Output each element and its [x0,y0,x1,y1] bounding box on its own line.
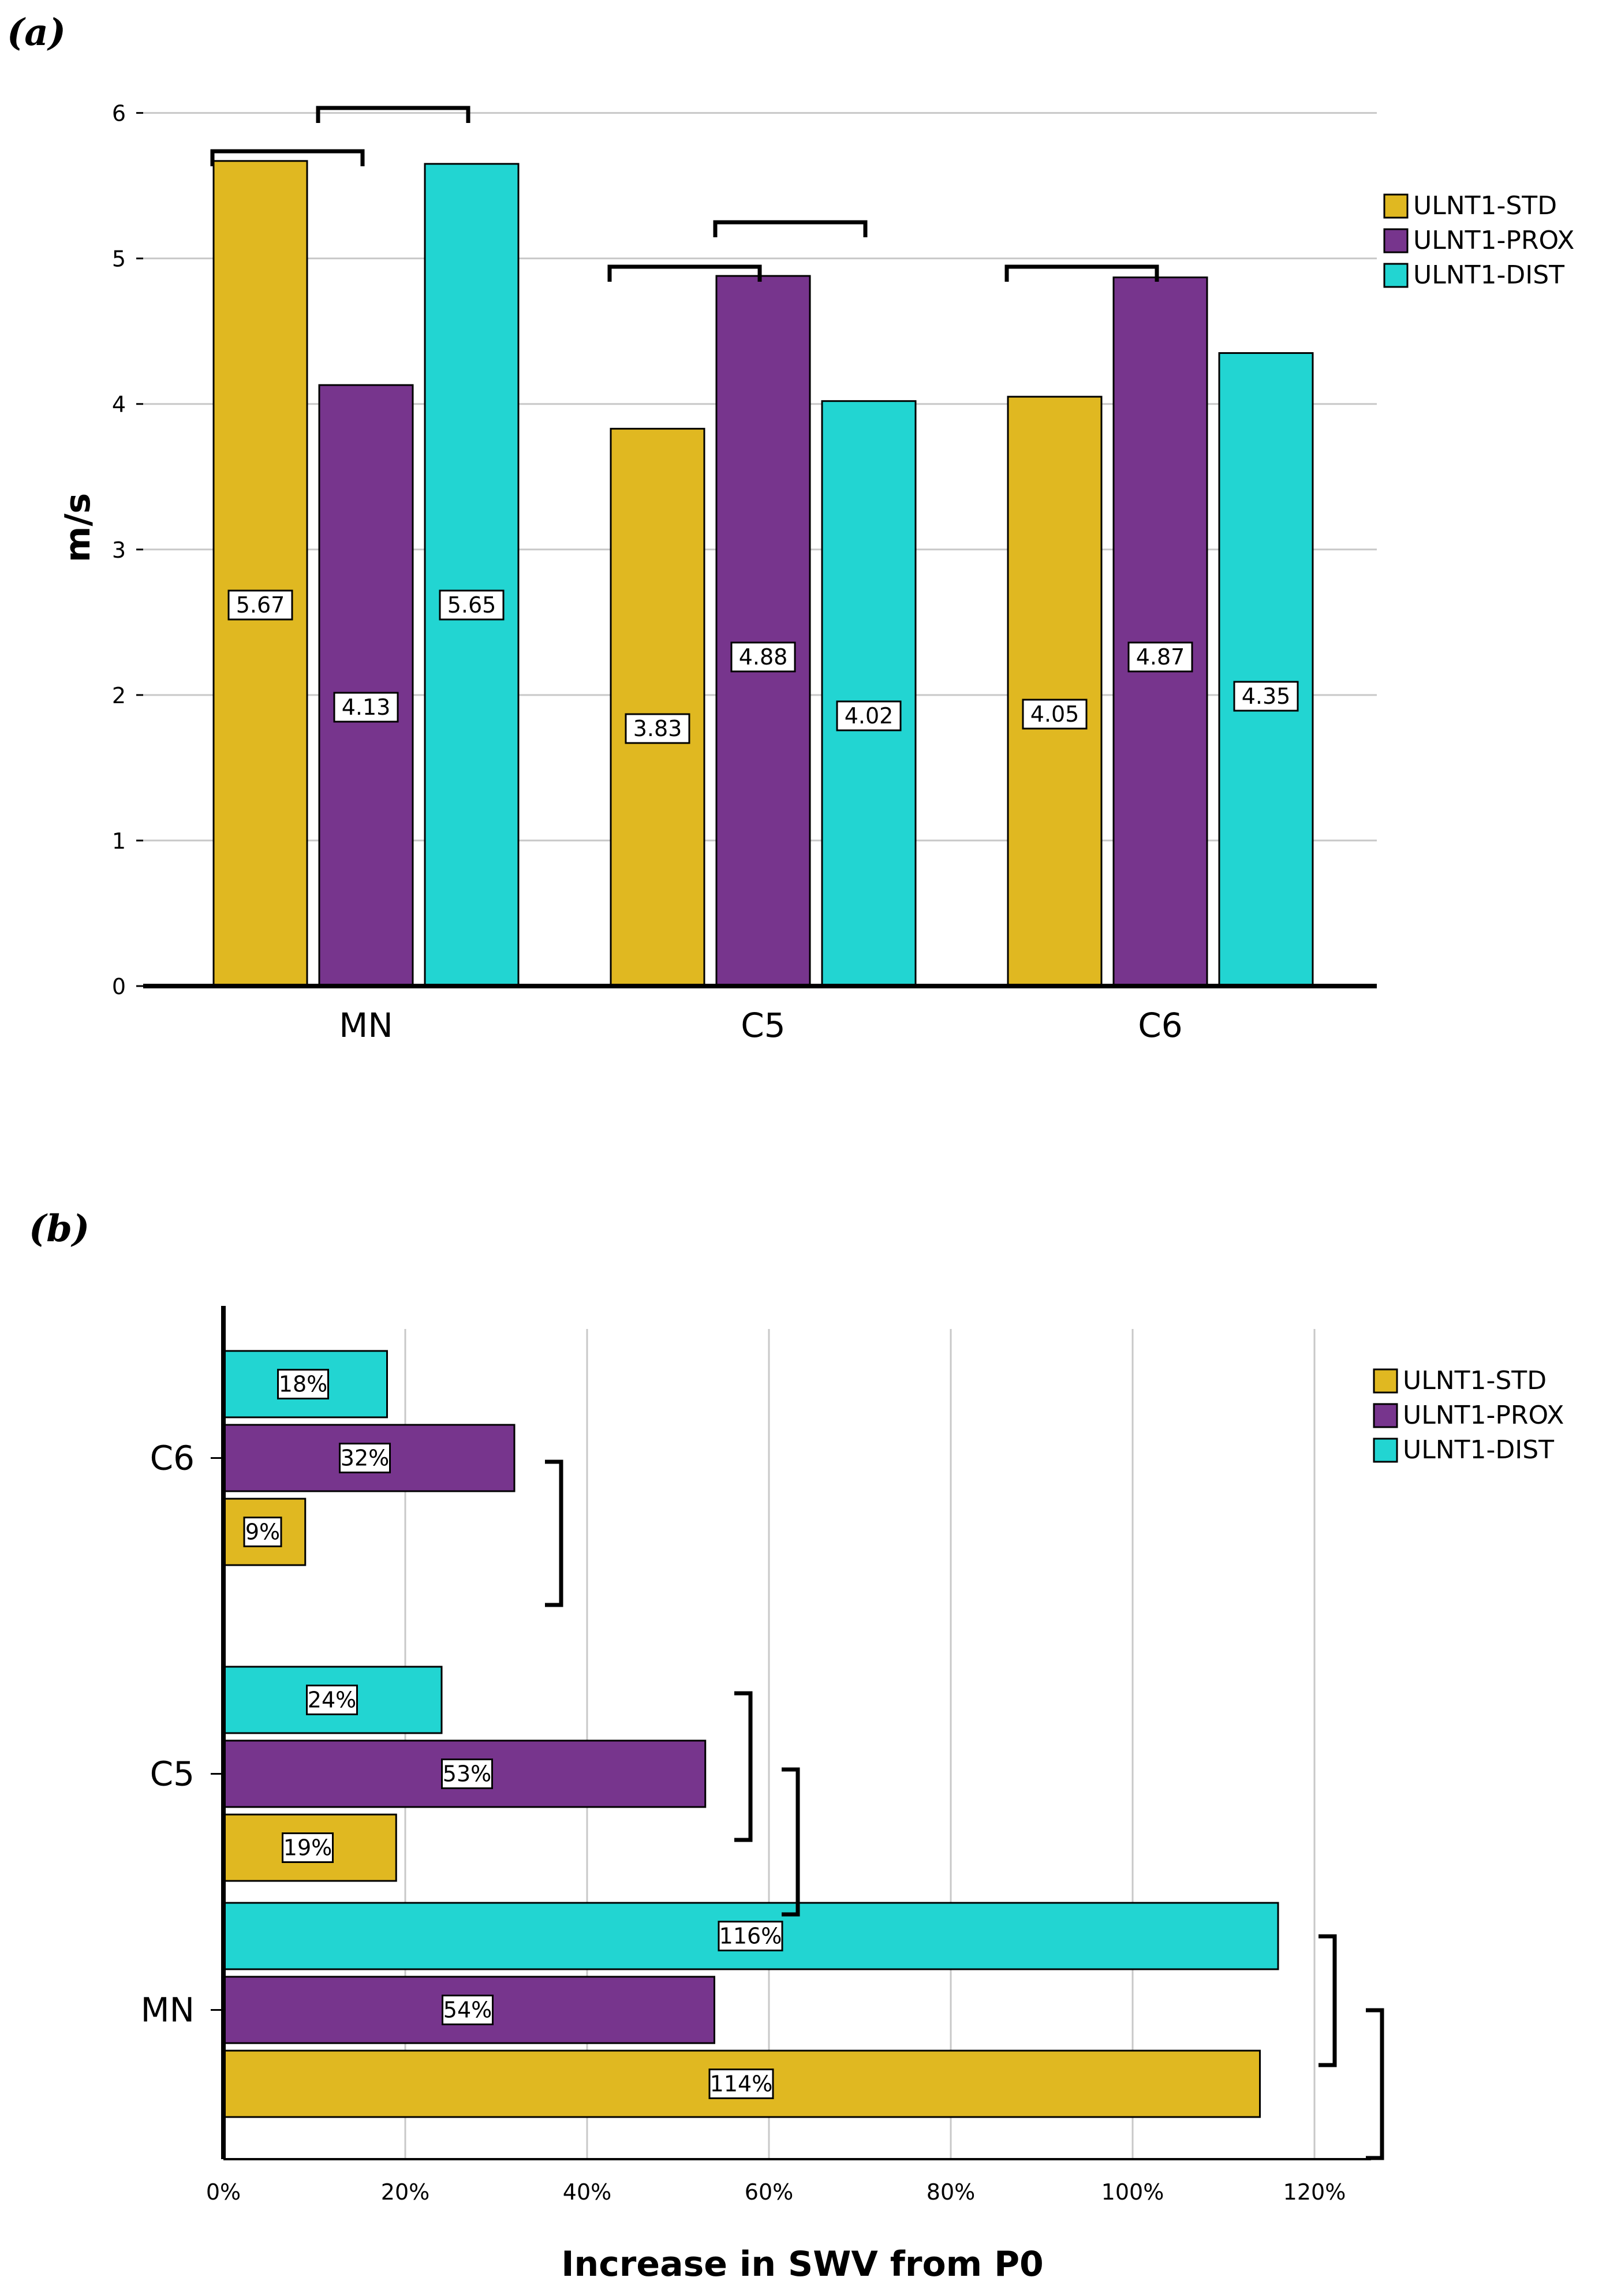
y-tick-label-3: 3 [112,537,126,563]
x-tick-label-80: 80% [927,2179,975,2205]
x-tick-label-100: 100% [1101,2179,1164,2205]
data-label-c6-ulnt1-dist-box [1233,681,1299,712]
data-label-mn-ulnt1-dist-box [439,589,505,621]
legend-label-ulnt1-prox: ULNT1-PROX [1413,226,1574,255]
legend-label-ulnt1-std: ULNT1-STD [1403,1366,1547,1395]
data-label-mn-ulnt1-prox-box [333,692,399,723]
legend-swatch-ulnt1-std [1383,193,1409,219]
x-axis-title: Increase in SWV from P0 [561,2244,1044,2284]
data-label-mn-ulnt1-dist: 5.65 [447,592,496,618]
data-label-c6-ulnt1-prox-box [1127,641,1193,673]
x-tick-label-60: 60% [745,2179,793,2205]
y-tick-label-c5: C5 [150,1754,195,1794]
data-label-c6-ulnt1-std: 9% [245,1520,280,1545]
data-label-c6-ulnt1-dist: 18% [279,1372,327,1397]
significance-bracket-a-1 [210,149,365,166]
data-label-mn-ulnt1-prox: 4.13 [342,695,391,720]
x-tick-label-40: 40% [563,2179,611,2205]
legend-label-ulnt1-std: ULNT1-STD [1413,191,1557,221]
legend-label-ulnt1-prox: ULNT1-PROX [1403,1401,1564,1430]
data-label-c5-ulnt1-dist-box [306,1685,358,1715]
significance-bracket-b-2 [734,1691,753,1842]
bar-c6-ulnt1-prox [1112,276,1208,987]
y-tick-label-1: 1 [112,828,126,854]
bar-mn-ulnt1-std [212,160,308,987]
y-tick-label-0: 0 [112,974,126,999]
y-tick-label-mn: MN [141,1991,195,2030]
y-axis-title: m/s [58,493,98,562]
data-label-c6-ulnt1-dist: 4.35 [1242,684,1291,709]
legend-swatch-ulnt1-dist [1373,1438,1398,1463]
data-label-mn-ulnt1-std-box [708,2069,774,2099]
bar-chart-a: 0 1 2 3 4 5 6 MN C5 C6 5.67 4.13 5.65 3.83 4.88 4.02 4.0… [58,101,1574,1045]
significance-bracket-b-5 [1366,2008,1384,2160]
legend-label-ulnt1-dist: ULNT1-DIST [1413,260,1564,290]
significance-bracket-a-5 [1004,264,1159,282]
significance-bracket-a-4 [713,220,868,237]
significance-bracket-b-4 [1319,1934,1337,2067]
significance-bracket-b-3 [782,1767,800,1917]
data-label-c5-ulnt1-std: 19% [283,1835,332,1861]
data-label-mn-ulnt1-std: 114% [710,2071,773,2097]
data-label-c6-ulnt1-std-box [1022,699,1088,730]
legend-swatch-ulnt1-prox [1383,228,1409,253]
data-label-c6-ulnt1-dist-box [277,1369,329,1399]
data-label-c5-ulnt1-dist-box [836,700,902,731]
y-tick-label-2: 2 [112,683,126,708]
x-tick-label-120: 120% [1283,2179,1346,2205]
x-tick-label-c5: C5 [741,1006,785,1045]
legend-swatch-ulnt1-prox [1373,1403,1398,1428]
data-label-c5-ulnt1-std-box [282,1832,334,1863]
x-tick-label-0: 0% [206,2179,241,2205]
data-label-c5-ulnt1-prox: 4.88 [739,644,788,670]
x-tick-label-c6: C6 [1138,1006,1182,1045]
data-label-c6-ulnt1-prox: 4.87 [1136,644,1185,670]
legend-swatch-ulnt1-dist [1383,263,1409,288]
panel-b-label: (b) [29,1207,89,1250]
legend-label-ulnt1-dist: ULNT1-DIST [1403,1435,1554,1465]
data-label-c6-ulnt1-prox-box [339,1443,391,1473]
bar-mn-ulnt1-prox [318,384,414,987]
data-label-c6-ulnt1-std-box [243,1517,282,1547]
data-label-mn-ulnt1-std-box [227,589,293,621]
data-label-mn-ulnt1-prox: 54% [443,1998,492,2023]
data-label-c5-ulnt1-std: 3.83 [633,716,682,741]
y-tick-label-c6: C6 [150,1439,195,1478]
data-label-mn-ulnt1-prox-box [442,1995,494,2025]
data-label-c5-ulnt1-std-box [625,713,690,744]
data-label-c5-ulnt1-prox-box [441,1759,493,1789]
y-tick-label-6: 6 [112,101,126,126]
bar-c5-ulnt1-std [610,428,705,987]
panel-a-label: (a) [7,11,66,54]
data-label-c5-ulnt1-dist: 4.02 [845,703,894,729]
x-tick-label-20: 20% [381,2179,429,2205]
bar-c5-ulnt1-dist [821,400,917,987]
data-label-mn-ulnt1-dist-box [718,1921,783,1951]
significance-bracket-a-3 [607,264,762,282]
legend-swatch-ulnt1-std [1373,1368,1398,1394]
data-label-c5-ulnt1-dist: 24% [308,1688,356,1713]
data-label-c6-ulnt1-prox: 32% [341,1446,389,1471]
significance-bracket-b-1 [545,1459,563,1607]
y-tick-label-4: 4 [112,392,126,417]
x-tick-label-mn: MN [339,1006,393,1045]
bar-c5-ulnt1-prox [715,275,811,987]
data-label-c6-ulnt1-std: 4.05 [1030,701,1080,727]
significance-bracket-a-2 [316,106,470,123]
data-label-mn-ulnt1-dist: 116% [719,1924,782,1949]
bar-c6-ulnt1-dist [1218,352,1314,987]
data-label-mn-ulnt1-std: 5.67 [236,592,285,618]
bar-mn-ulnt1-dist [424,163,520,987]
bar-c6-ulnt1-std [1007,395,1103,987]
data-label-c5-ulnt1-prox: 53% [443,1761,491,1787]
y-tick-label-5: 5 [112,247,126,272]
bar-chart-b: 0% 20% 40% 60% 80% 100% 120% C6 C5 MN 18% 32% 9% 24% 5… [141,1306,1564,2284]
data-label-c5-ulnt1-prox-box [730,641,796,673]
